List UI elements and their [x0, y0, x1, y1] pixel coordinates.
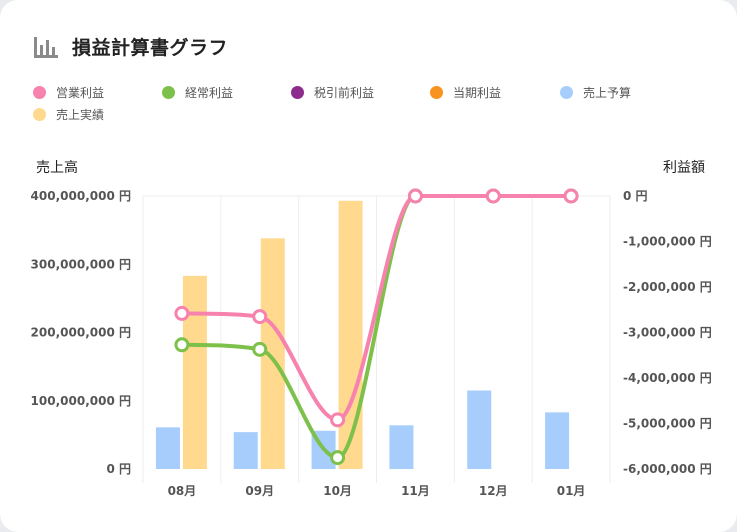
- x-axis-tick-label: 01月: [557, 484, 586, 498]
- bar: [233, 432, 258, 469]
- legend-swatch: [430, 86, 443, 99]
- right-axis-tick-label: 0 円: [623, 189, 648, 203]
- legend-label: 売上実績: [56, 108, 105, 122]
- right-axis-tick-label: -5,000,000 円: [623, 417, 712, 431]
- legend-item[interactable]: 売上予算: [560, 84, 631, 101]
- legend-item[interactable]: 当期利益: [430, 84, 501, 101]
- line-point: [330, 450, 346, 466]
- legend-label: 当期利益: [453, 86, 502, 100]
- legend-swatch: [33, 108, 46, 121]
- legend-swatch: [560, 86, 573, 99]
- right-axis-tick-label: -3,000,000 円: [623, 326, 712, 340]
- line-point: [485, 188, 501, 204]
- left-axis-title: 売上高: [36, 159, 78, 176]
- legend-item[interactable]: 経常利益: [162, 84, 233, 101]
- line-point: [563, 188, 579, 204]
- bar: [467, 390, 492, 469]
- left-axis-tick-label: 300,000,000 円: [31, 257, 131, 271]
- legend-swatch: [162, 86, 175, 99]
- line-point: [407, 188, 423, 204]
- bar: [545, 412, 570, 469]
- bar: [338, 200, 363, 469]
- x-axis-tick-label: 09月: [245, 484, 274, 498]
- line-point: [252, 341, 268, 357]
- bar: [389, 425, 414, 469]
- legend-swatch: [33, 86, 46, 99]
- left-axis-tick-label: 200,000,000 円: [31, 326, 131, 340]
- right-axis-tick-label: -1,000,000 円: [623, 235, 712, 249]
- line-point: [174, 337, 190, 353]
- bar: [182, 275, 207, 469]
- x-axis-tick-label: 12月: [479, 484, 508, 498]
- right-axis-title: 利益額: [663, 160, 705, 176]
- bar-chart-icon: [34, 36, 58, 58]
- right-axis-tick-label: -4,000,000 円: [623, 371, 712, 385]
- bar: [155, 427, 180, 469]
- x-axis-tick-label: 08月: [168, 484, 197, 498]
- line-point: [330, 412, 346, 428]
- legend-item[interactable]: 税引前利益: [291, 84, 374, 101]
- chart-legend: 営業利益 経常利益 税引前利益 当期利益 売上予算売上実績: [33, 84, 713, 130]
- left-axis-tick-label: 100,000,000 円: [31, 394, 131, 408]
- chart-header: 損益計算書グラフ: [33, 33, 228, 60]
- x-axis-tick-label: 11月: [401, 484, 430, 498]
- legend-swatch: [291, 86, 304, 99]
- legend-label: 税引前利益: [314, 86, 375, 100]
- legend-label: 営業利益: [56, 86, 105, 100]
- legend-label: 経常利益: [185, 86, 234, 100]
- left-axis-tick-label: 400,000,000 円: [31, 189, 131, 203]
- legend-item[interactable]: 営業利益: [33, 84, 104, 101]
- x-axis-tick-label: 10月: [323, 484, 352, 498]
- right-axis-tick-label: -6,000,000 円: [623, 462, 712, 476]
- left-axis-tick-label: 0 円: [106, 462, 131, 476]
- page-title: 損益計算書グラフ: [72, 37, 229, 59]
- right-axis-tick-label: -2,000,000 円: [623, 280, 712, 294]
- line-point: [252, 309, 268, 325]
- line-point: [174, 305, 190, 321]
- legend-label: 売上予算: [583, 86, 632, 100]
- legend-item[interactable]: 売上実績: [33, 106, 104, 123]
